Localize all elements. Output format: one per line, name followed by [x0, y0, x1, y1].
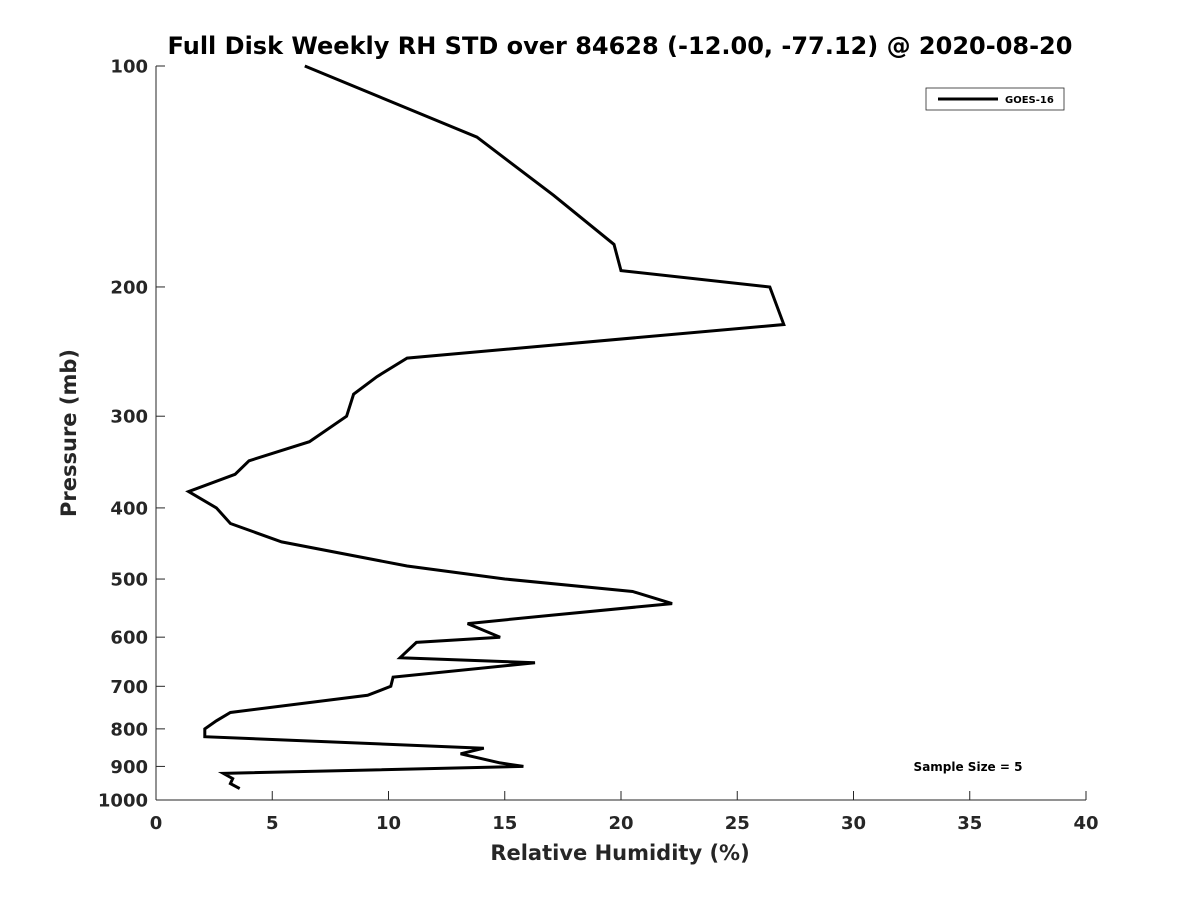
- x-tick-label: 40: [1073, 813, 1098, 834]
- y-tick-label: 300: [110, 407, 148, 428]
- x-tick-label: 25: [725, 813, 750, 834]
- x-ticks: 0 5 10 15 20 25 30 35 40: [150, 791, 1099, 834]
- sample-size-annotation: Sample Size = 5: [914, 760, 1023, 774]
- y-tick-label: 700: [110, 677, 148, 698]
- y-axis-label: Pressure (mb): [57, 349, 81, 517]
- y-tick-label: 400: [110, 498, 148, 519]
- chart-title: Full Disk Weekly RH STD over 84628 (-12.…: [168, 32, 1073, 60]
- legend-label-goes-16: GOES-16: [1005, 95, 1054, 106]
- legend: GOES-16: [925, 87, 1065, 111]
- x-tick-label: 30: [841, 813, 866, 834]
- y-tick-label: 100: [110, 57, 148, 78]
- x-axis-label: Relative Humidity (%): [490, 841, 749, 865]
- y-tick-label: 500: [110, 570, 148, 591]
- series-layer: [185, 64, 786, 790]
- x-tick-label: 15: [492, 813, 517, 834]
- y-tick-label: 1000: [98, 791, 148, 812]
- plot-area: 0 5 10 15 20 25 30 35 40 100 200 300 400 500 600 700 80…: [98, 57, 1099, 835]
- x-tick-label: 10: [376, 813, 401, 834]
- x-tick-label: 5: [266, 813, 279, 834]
- x-tick-label: 20: [608, 813, 633, 834]
- x-tick-label: 35: [957, 813, 982, 834]
- y-tick-label: 600: [110, 628, 148, 649]
- y-tick-label: 200: [110, 277, 148, 298]
- y-tick-label: 800: [110, 719, 148, 740]
- series-line-goes-16: [185, 64, 786, 790]
- y-tick-label: 900: [110, 757, 148, 778]
- x-tick-label: 0: [150, 813, 163, 834]
- y-ticks: 100 200 300 400 500 600 700 800 900 1000: [98, 57, 165, 812]
